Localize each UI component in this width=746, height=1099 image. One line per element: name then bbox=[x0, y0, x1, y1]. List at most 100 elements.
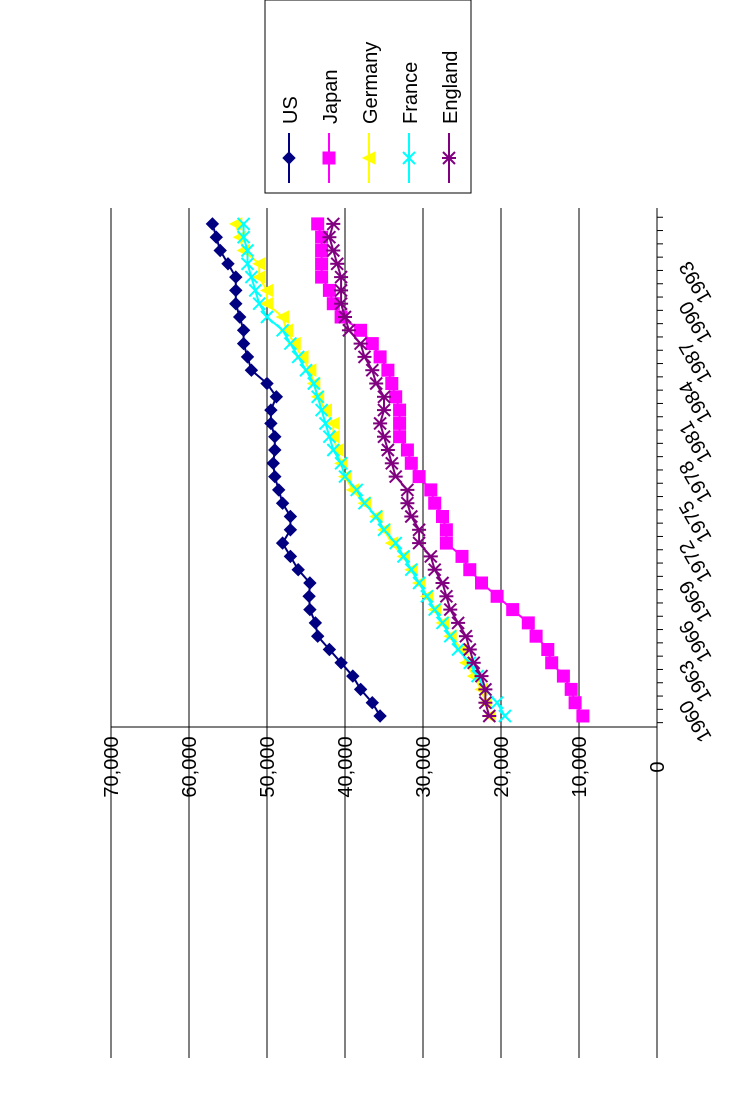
data-point-square bbox=[568, 696, 582, 710]
data-point-square bbox=[463, 563, 477, 577]
data-point-stroke bbox=[240, 257, 255, 271]
legend-label: Germany bbox=[360, 42, 382, 124]
data-point-x bbox=[307, 376, 321, 391]
data-point-diamond bbox=[229, 296, 243, 311]
data-point-triangle bbox=[275, 310, 290, 324]
data-point-star bbox=[412, 536, 427, 550]
series-france bbox=[236, 217, 512, 723]
data-point-star bbox=[474, 669, 489, 683]
data-point-star bbox=[377, 403, 391, 417]
data-point-diamond bbox=[266, 456, 280, 471]
data-point-x bbox=[275, 323, 290, 338]
data-point-star bbox=[462, 642, 477, 657]
data-point-diamond bbox=[346, 669, 360, 683]
data-point-stroke bbox=[307, 376, 321, 391]
data-point-x bbox=[435, 616, 450, 630]
data-point-square bbox=[576, 709, 590, 723]
data-point-x bbox=[326, 443, 341, 457]
axes bbox=[110, 208, 663, 1058]
data-point-star bbox=[377, 429, 391, 444]
data-point-square bbox=[385, 377, 399, 390]
data-point-x bbox=[388, 536, 403, 550]
data-point-x bbox=[404, 562, 419, 577]
data-point-square bbox=[393, 430, 407, 444]
value-tick-label: 30,000 bbox=[413, 736, 435, 797]
data-point-x bbox=[443, 629, 458, 643]
data-point-stroke bbox=[260, 310, 274, 324]
data-point-x bbox=[498, 709, 512, 723]
data-point-square bbox=[439, 523, 453, 537]
legend-label: France bbox=[400, 62, 422, 124]
legend-item: US bbox=[280, 96, 302, 183]
data-point-diamond bbox=[205, 217, 220, 231]
data-point-diamond bbox=[282, 151, 296, 165]
value-tick-label: 70,000 bbox=[101, 736, 123, 797]
data-point-star bbox=[330, 257, 345, 271]
series-line bbox=[211, 223, 381, 717]
data-point-diamond bbox=[268, 443, 282, 457]
data-point-stroke bbox=[349, 483, 364, 497]
data-point-x bbox=[240, 243, 255, 258]
data-point-square bbox=[506, 603, 520, 617]
value-tick-label: 60,000 bbox=[179, 736, 201, 797]
data-point-x bbox=[377, 523, 391, 537]
data-point-diamond bbox=[236, 336, 251, 351]
data-point-stroke bbox=[318, 416, 333, 431]
data-point-diamond bbox=[229, 270, 243, 284]
data-point-square bbox=[475, 576, 488, 590]
data-point-stroke bbox=[443, 629, 458, 643]
data-point-diamond bbox=[269, 390, 284, 404]
data-point-diamond bbox=[365, 695, 380, 710]
data-point-star bbox=[478, 682, 493, 697]
data-point-square bbox=[529, 629, 543, 643]
data-point-stroke bbox=[396, 549, 411, 564]
data-point-star bbox=[326, 217, 341, 231]
data-point-star bbox=[369, 376, 384, 391]
data-point-x bbox=[314, 403, 329, 417]
data-point-stroke bbox=[240, 243, 255, 258]
value-tick-label: 50,000 bbox=[257, 736, 279, 797]
data-point-star bbox=[377, 390, 391, 404]
series-line bbox=[328, 223, 491, 717]
data-point-square bbox=[322, 283, 336, 297]
data-point-star bbox=[404, 509, 419, 524]
tick-labels: 0 10,000 20,000 30,000 40,000 50,000 60,000 70,… bbox=[101, 257, 716, 797]
legend-label: US bbox=[280, 96, 302, 124]
data-point-stroke bbox=[244, 270, 259, 284]
value-tick-label: 20,000 bbox=[491, 736, 513, 797]
data-point-diamond bbox=[322, 642, 337, 657]
data-point-star bbox=[384, 456, 399, 471]
data-point-x bbox=[240, 257, 255, 271]
data-point-x bbox=[338, 469, 352, 484]
data-point-diamond bbox=[268, 429, 282, 444]
data-point-stroke bbox=[420, 589, 434, 604]
data-point-stroke bbox=[498, 709, 512, 723]
data-point-stroke bbox=[252, 296, 266, 311]
series-japan bbox=[311, 217, 590, 723]
data-point-square bbox=[412, 470, 426, 484]
data-point-star bbox=[442, 151, 456, 165]
data-point-diamond bbox=[334, 656, 348, 670]
data-point-diamond bbox=[264, 416, 278, 431]
data-point-square bbox=[315, 257, 329, 271]
data-point-star bbox=[326, 243, 341, 258]
data-point-diamond bbox=[236, 323, 251, 338]
data-point-diamond bbox=[283, 549, 298, 564]
series-england bbox=[322, 217, 497, 723]
data-point-star bbox=[466, 656, 481, 670]
data-point-x bbox=[369, 509, 383, 524]
data-point-triangle bbox=[326, 416, 340, 431]
data-point-star bbox=[451, 616, 466, 630]
data-point-star bbox=[373, 416, 388, 431]
data-point-diamond bbox=[303, 576, 317, 590]
data-point-star bbox=[412, 523, 427, 537]
data-point-star bbox=[365, 363, 380, 377]
data-point-stroke bbox=[275, 323, 290, 338]
data-point-square bbox=[455, 549, 469, 563]
data-point-diamond bbox=[373, 709, 387, 723]
data-point-square bbox=[393, 403, 407, 417]
data-point-stroke bbox=[236, 230, 251, 244]
series-line bbox=[316, 223, 584, 717]
data-point-star bbox=[458, 629, 473, 643]
value-tick-label: 40,000 bbox=[335, 736, 357, 797]
